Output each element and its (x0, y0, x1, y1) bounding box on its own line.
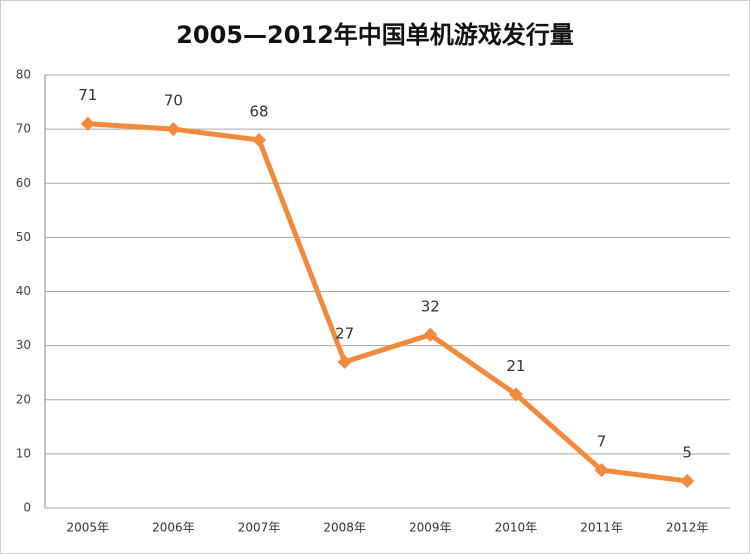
x-tick-label: 2006年 (152, 521, 195, 535)
data-label: 5 (682, 443, 692, 461)
data-label: 21 (506, 357, 525, 375)
y-tick-label: 60 (16, 176, 31, 190)
data-label: 68 (250, 102, 269, 120)
y-tick-label: 20 (16, 392, 31, 406)
y-tick-label: 80 (16, 68, 31, 82)
marker (80, 116, 95, 131)
x-tick-label: 2009年 (409, 521, 452, 535)
data-label: 70 (164, 92, 183, 110)
x-tick-label: 2011年 (580, 521, 623, 535)
data-label: 7 (597, 433, 607, 451)
marker (252, 132, 267, 147)
x-tick-label: 2012年 (666, 521, 709, 535)
y-tick-label: 0 (23, 501, 31, 515)
marker (594, 463, 609, 478)
marker (337, 354, 352, 369)
marker (680, 473, 695, 488)
x-tick-label: 2007年 (238, 521, 281, 535)
marker (166, 122, 181, 137)
data-label: 71 (78, 86, 97, 104)
marker (508, 387, 523, 402)
data-label: 32 (421, 297, 440, 315)
x-tick-label: 2005年 (67, 521, 110, 535)
y-tick-label: 30 (16, 338, 31, 352)
line (87, 121, 688, 484)
data-label: 27 (335, 324, 354, 342)
y-tick-label: 50 (16, 230, 31, 244)
y-tick-label: 70 (16, 122, 31, 136)
x-tick-label: 2008年 (323, 521, 366, 535)
chart-title: 2005—2012年中国单机游戏发行量 (176, 21, 574, 49)
marker (423, 327, 438, 342)
y-tick-label: 10 (16, 446, 31, 460)
x-tick-label: 2010年 (495, 521, 538, 535)
y-tick-label: 40 (16, 284, 31, 298)
